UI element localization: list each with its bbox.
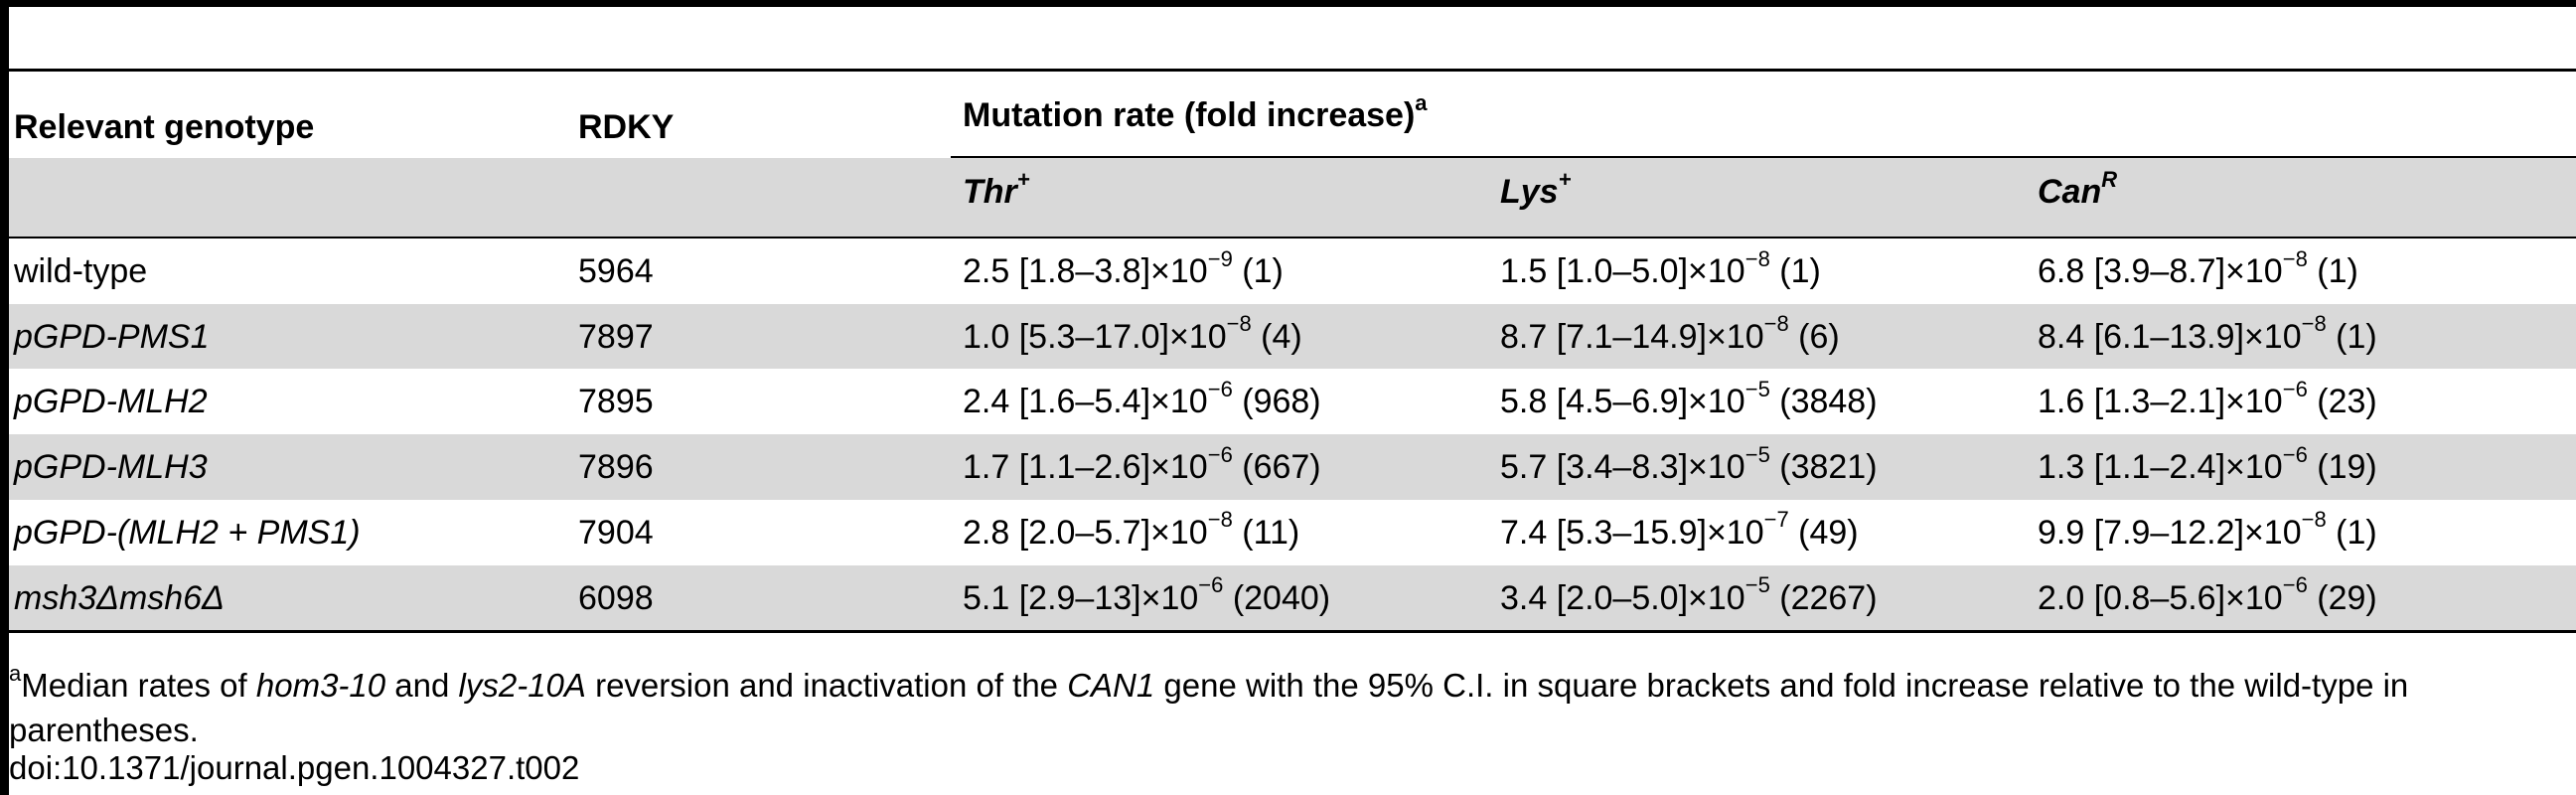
header-lys: Lys+ bbox=[1500, 166, 1572, 211]
row-band bbox=[9, 434, 2576, 500]
header-subrow-band bbox=[9, 158, 2576, 237]
cell-thr-rate: 1.0 [5.3–17.0]×10−8 (4) bbox=[963, 311, 1302, 356]
cell-lys-rate: 5.8 [4.5–6.9]×10−5 (3848) bbox=[1500, 377, 1878, 421]
header-mutation-rate: Mutation rate (fold increase)a bbox=[963, 89, 1428, 134]
cell-thr-rate: 2.8 [2.0–5.7]×10−8 (11) bbox=[963, 507, 1300, 552]
header-can: CanR bbox=[2038, 166, 2118, 211]
cell-lys-rate: 5.7 [3.4–8.3]×10−5 (3821) bbox=[1500, 441, 1878, 487]
cell-rdky: 7896 bbox=[578, 448, 654, 487]
cell-rdky: 7904 bbox=[578, 513, 654, 552]
table-top-rule bbox=[9, 69, 2576, 72]
cell-lys-rate: 3.4 [2.0–5.0]×10−5 (2267) bbox=[1500, 572, 1878, 617]
cell-rdky: 6098 bbox=[578, 578, 654, 617]
mutation-rate-rule bbox=[951, 156, 2576, 158]
cell-lys-rate: 7.4 [5.3–15.9]×10−7 (49) bbox=[1500, 507, 1859, 552]
cell-lys-rate: 1.5 [1.0–5.0]×10−8 (1) bbox=[1500, 245, 1821, 290]
table-bottom-rule bbox=[9, 630, 2576, 633]
cell-genotype: msh3Δmsh6Δ bbox=[14, 578, 225, 617]
row-band bbox=[9, 564, 2576, 631]
cell-lys-rate: 8.7 [7.1–14.9]×10−8 (6) bbox=[1500, 311, 1840, 356]
cell-genotype: pGPD-MLH2 bbox=[14, 383, 208, 421]
footnote-line-2: parentheses. bbox=[9, 712, 199, 748]
cell-thr-rate: 5.1 [2.9–13]×10−6 (2040) bbox=[963, 572, 1331, 617]
top-border bbox=[0, 0, 2576, 7]
header-thr: Thr+ bbox=[963, 166, 1030, 211]
cell-can-rate: 6.8 [3.9–8.7]×10−8 (1) bbox=[2038, 245, 2358, 290]
cell-rdky: 7897 bbox=[578, 317, 654, 356]
cell-genotype: wild-type bbox=[14, 252, 148, 290]
footnote-line-1: aMedian rates of hom3-10 and lys2-10A re… bbox=[9, 661, 2409, 705]
cell-can-rate: 1.3 [1.1–2.4]×10−6 (19) bbox=[2038, 441, 2377, 487]
cell-can-rate: 9.9 [7.9–12.2]×10−8 (1) bbox=[2038, 507, 2377, 552]
cell-can-rate: 8.4 [6.1–13.9]×10−8 (1) bbox=[2038, 311, 2377, 356]
cell-rdky: 7895 bbox=[578, 383, 654, 421]
cell-thr-rate: 1.7 [1.1–2.6]×10−6 (667) bbox=[963, 441, 1321, 487]
cell-genotype: pGPD-MLH3 bbox=[14, 448, 208, 487]
cell-genotype: pGPD-PMS1 bbox=[14, 317, 210, 356]
cell-can-rate: 1.6 [1.3–2.1]×10−6 (23) bbox=[2038, 377, 2377, 421]
cell-thr-rate: 2.5 [1.8–3.8]×10−9 (1) bbox=[963, 245, 1284, 290]
header-rdky: RDKY bbox=[578, 108, 675, 146]
cell-genotype: pGPD-(MLH2 + PMS1) bbox=[14, 513, 361, 552]
doi-label: doi:10.1371/journal.pgen.1004327.t002 bbox=[9, 749, 580, 786]
cell-thr-rate: 2.4 [1.6–5.4]×10−6 (968) bbox=[963, 377, 1321, 421]
cell-can-rate: 2.0 [0.8–5.6]×10−6 (29) bbox=[2038, 572, 2377, 617]
header-bottom-rule bbox=[9, 237, 2576, 238]
cell-rdky: 5964 bbox=[578, 252, 654, 290]
row-band bbox=[9, 303, 2576, 370]
left-border bbox=[0, 0, 9, 795]
header-genotype: Relevant genotype bbox=[14, 108, 315, 146]
